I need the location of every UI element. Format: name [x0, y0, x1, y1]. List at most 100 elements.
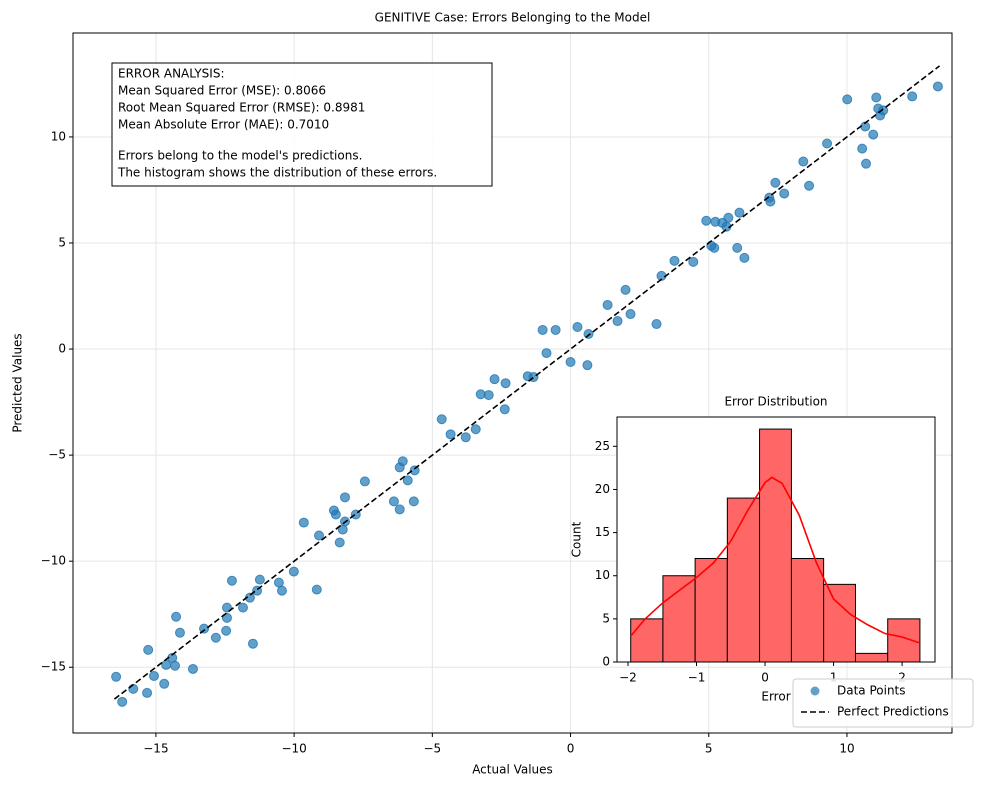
- scatter-point: [226, 575, 237, 586]
- x-tick-label: −1: [688, 671, 706, 685]
- x-tick-label: −5: [423, 742, 441, 756]
- scatter-point: [199, 623, 210, 634]
- scatter-point: [739, 252, 750, 263]
- scatter-point: [871, 92, 882, 103]
- scatter-point: [128, 683, 139, 694]
- scatter-point: [500, 378, 511, 389]
- scatter-point: [359, 476, 370, 487]
- scatter-point: [470, 424, 481, 435]
- histogram-bar: [662, 575, 696, 663]
- scatter-point: [148, 670, 159, 681]
- scatter-point: [394, 504, 405, 515]
- scatter-point: [709, 242, 720, 253]
- scatter-point: [117, 696, 128, 707]
- scatter-point: [688, 256, 699, 267]
- annotation-text: Root Mean Squared Error (RMSE): 0.8981: [118, 101, 365, 115]
- scatter-point: [822, 138, 833, 149]
- scatter-point: [460, 432, 471, 443]
- scatter-point: [174, 627, 185, 638]
- histogram-bar: [630, 618, 664, 663]
- y-tick-label: 15: [595, 525, 610, 539]
- legend-key: [810, 686, 820, 696]
- y-tick-label: 20: [595, 482, 610, 496]
- scatter-point: [734, 207, 745, 218]
- frame: [72, 32, 953, 734]
- scatter-point: [311, 584, 322, 595]
- y-tick-label: 0: [602, 655, 610, 669]
- scatter-point: [288, 566, 299, 577]
- scatter-point: [770, 177, 781, 188]
- scatter-point: [276, 585, 287, 596]
- annotation-text: Mean Absolute Error (MAE): 0.7010: [118, 118, 329, 132]
- scatter-point: [550, 324, 561, 335]
- y-tick-label: 5: [602, 611, 610, 625]
- scatter-point: [159, 678, 170, 689]
- scatter-point: [334, 537, 345, 548]
- scatter-point: [397, 456, 408, 467]
- scatter-point: [314, 530, 325, 541]
- y-tick-label: 5: [58, 236, 66, 250]
- x-tick-label: 2: [898, 671, 906, 685]
- x-tick-label: 5: [705, 742, 713, 756]
- x-tick-label: −2: [619, 671, 637, 685]
- x-tick-label: 0: [761, 671, 769, 685]
- scatter-point: [798, 156, 809, 167]
- scatter-point: [247, 638, 258, 649]
- reference-line: [113, 65, 941, 700]
- y-axis-label: Count: [570, 521, 584, 557]
- y-tick-label: −15: [41, 660, 66, 674]
- scatter-point: [436, 414, 447, 425]
- scatter-point: [388, 496, 399, 507]
- y-tick-label: 10: [595, 568, 610, 582]
- kde-curve: [630, 476, 921, 644]
- scatter-point: [779, 188, 790, 199]
- y-tick-label: 25: [595, 439, 610, 453]
- scatter-point: [171, 611, 182, 622]
- scatter-point: [857, 143, 868, 154]
- histogram-bar: [887, 618, 921, 663]
- scatter-point: [602, 299, 613, 310]
- scatter-point: [237, 602, 248, 613]
- histogram-bar: [855, 652, 889, 663]
- scatter-point: [169, 660, 180, 671]
- x-tick-label: 1: [830, 671, 838, 685]
- x-tick-label: −15: [143, 742, 168, 756]
- y-tick-label: −10: [41, 554, 66, 568]
- scatter-point: [620, 284, 631, 295]
- scatter-point: [339, 492, 350, 503]
- x-axis-label: Actual Values: [472, 763, 553, 777]
- scatter-point: [142, 687, 153, 698]
- y-axis-label: Predicted Values: [11, 333, 25, 432]
- scatter-point: [701, 215, 712, 226]
- x-tick-label: −10: [281, 742, 306, 756]
- y-tick-label: 10: [51, 129, 66, 143]
- scatter-point: [625, 309, 636, 320]
- annotation-text: The histogram shows the distribution of …: [117, 166, 437, 180]
- scatter-point: [842, 94, 853, 105]
- scatter-point: [932, 81, 943, 92]
- scatter-point: [330, 509, 341, 520]
- scatter-point: [861, 158, 872, 169]
- scatter-point: [499, 404, 510, 415]
- annotation-text: Mean Squared Error (MSE): 0.8066: [118, 84, 326, 98]
- scatter-point: [765, 196, 776, 207]
- y-tick-label: −5: [48, 448, 66, 462]
- scatter-point: [254, 574, 265, 585]
- scatter-point: [537, 324, 548, 335]
- legend-label: Perfect Predictions: [837, 705, 949, 719]
- scatter-point: [612, 316, 623, 327]
- scatter-point: [804, 180, 815, 191]
- scatter-point: [565, 357, 576, 367]
- scatter-point: [732, 242, 743, 253]
- annotation-text: ERROR ANALYSIS:: [118, 67, 225, 81]
- scatter-point: [221, 612, 232, 623]
- scatter-point: [483, 390, 494, 401]
- annotation-text: Errors belong to the model's predictions…: [118, 149, 362, 163]
- annotation-box: [111, 62, 493, 187]
- histogram-bar: [790, 557, 825, 663]
- scatter-point: [143, 644, 154, 655]
- scatter-point: [409, 465, 420, 476]
- histogram-bar: [726, 497, 761, 663]
- scatter-point: [298, 517, 309, 528]
